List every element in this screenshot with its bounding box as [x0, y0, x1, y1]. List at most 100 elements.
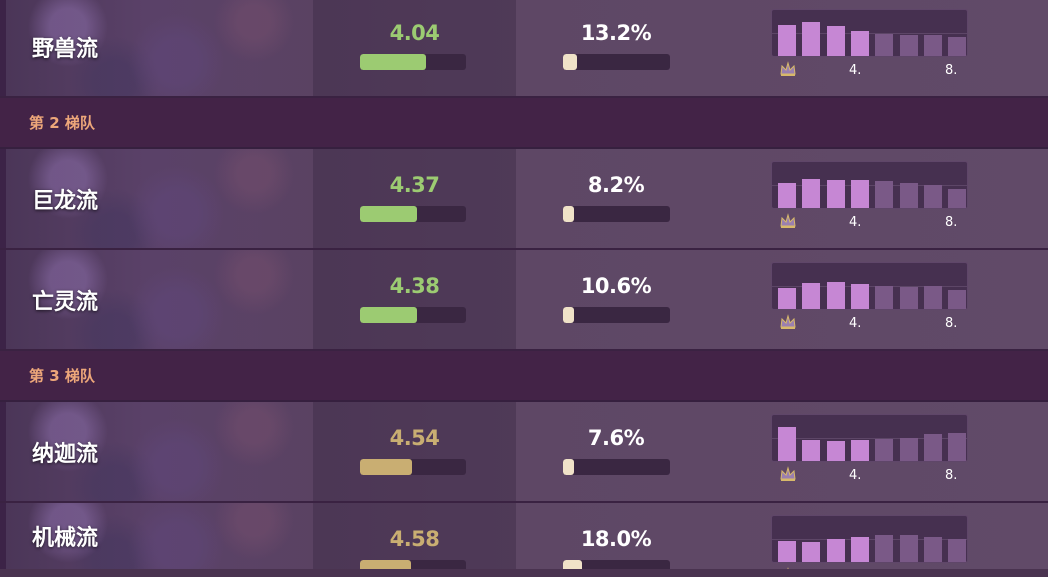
comp-name[interactable]: 野兽流: [32, 36, 99, 62]
placement-bar-6: [899, 535, 918, 562]
pick-rate-value: 13.2%: [580, 21, 652, 45]
placement-bar-8: [948, 37, 967, 56]
placement-bar-7: [923, 35, 942, 56]
placement-bar-3: [826, 441, 845, 461]
axis-tick-4: 4.: [849, 316, 862, 331]
chart-midline: [772, 539, 967, 540]
placement-bar-8: [948, 539, 967, 562]
placement-bar-3: [826, 539, 845, 562]
placement-bar-5: [875, 34, 894, 56]
placement-bar-1: [778, 427, 796, 461]
crown-icon: [787, 567, 789, 569]
placement-chart[interactable]: [771, 9, 968, 57]
row-accent: [0, 149, 6, 248]
comp-row[interactable]: 野兽流 4.04 13.2% 4. 8.: [0, 0, 1048, 98]
avg-placement-cell: 4.04: [313, 0, 516, 96]
pick-rate-value: 7.6%: [587, 426, 645, 450]
placement-bar-8: [948, 290, 967, 309]
comp-row[interactable]: 机械流 4.58 18.0% 4.8.: [0, 503, 1048, 569]
placement-axis: 4. 8.: [771, 314, 968, 334]
comp-name[interactable]: 亡灵流: [32, 289, 99, 315]
placement-bar-5: [875, 181, 894, 208]
comp-name[interactable]: 纳迦流: [32, 441, 99, 467]
row-accent: [0, 0, 6, 96]
pick-rate-fill: [563, 54, 577, 70]
placement-bar-3: [826, 26, 845, 56]
comp-artwork: [6, 402, 316, 501]
placement-bar-6: [899, 438, 918, 461]
pick-rate-value: 10.6%: [580, 274, 652, 298]
placement-bar-8: [948, 189, 967, 208]
avg-placement-bar: [360, 54, 466, 70]
placement-bar-4: [850, 537, 869, 562]
comp-artwork: [6, 0, 316, 96]
comp-artwork: [6, 149, 316, 248]
axis-tick-8: 8.: [945, 316, 958, 331]
avg-placement-value: 4.54: [389, 426, 440, 450]
crown-icon: [780, 213, 796, 228]
avg-placement-value: 4.38: [389, 274, 440, 298]
pick-rate-fill: [563, 307, 575, 323]
row-accent: [0, 402, 6, 501]
placement-chart[interactable]: [771, 262, 968, 310]
pick-rate-bar: [563, 560, 670, 569]
avg-placement-bar: [360, 206, 466, 222]
placement-bar-5: [875, 439, 894, 461]
axis-tick-8: 8.: [945, 468, 958, 483]
placement-bar-1: [778, 183, 796, 208]
avg-placement-bar: [360, 307, 466, 323]
comp-row[interactable]: 亡灵流 4.38 10.6% 4. 8.: [0, 250, 1048, 351]
avg-placement-bar: [360, 560, 466, 569]
comp-artwork: [6, 250, 316, 349]
placement-axis: 4. 8.: [771, 466, 968, 486]
avg-placement-value: 4.37: [389, 173, 440, 197]
placement-bar-7: [923, 434, 942, 461]
tier-label: 第 2 梯队: [29, 114, 95, 132]
placement-bar-2: [802, 22, 821, 56]
placement-bar-4: [850, 284, 869, 309]
placement-chart[interactable]: [771, 414, 968, 462]
placement-bar-2: [802, 542, 821, 562]
tier-header: 第 2 梯队: [0, 98, 1048, 149]
avg-placement-cell: 4.58: [313, 503, 516, 569]
axis-tick-4: 4.: [849, 215, 862, 230]
axis-tick-4: 4.: [849, 468, 862, 483]
crown-icon: [780, 61, 796, 76]
placement-bar-1: [778, 541, 796, 562]
placement-bar-3: [826, 180, 845, 208]
placement-chart[interactable]: [771, 161, 968, 209]
row-accent: [0, 250, 6, 349]
placement-axis: 4. 8.: [771, 213, 968, 233]
avg-placement-fill: [360, 206, 418, 222]
pick-rate-bar: [563, 459, 670, 475]
crown-icon: [780, 466, 796, 481]
pick-rate-value: 8.2%: [587, 173, 645, 197]
row-accent: [0, 503, 6, 569]
placement-bar-5: [875, 535, 894, 562]
avg-placement-cell: 4.54: [313, 402, 516, 501]
placement-bar-6: [899, 35, 918, 56]
chart-midline: [772, 286, 967, 287]
comp-row[interactable]: 巨龙流 4.37 8.2% 4. 8.: [0, 149, 1048, 250]
placement-bar-2: [802, 179, 821, 208]
comp-name[interactable]: 巨龙流: [32, 188, 99, 214]
comp-row[interactable]: 纳迦流 4.54 7.6% 4. 8.: [0, 402, 1048, 503]
avg-placement-value: 4.04: [389, 21, 440, 45]
placement-bar-1: [778, 288, 796, 309]
chart-midline: [772, 33, 967, 34]
avg-placement-fill: [360, 459, 412, 475]
axis-tick-4: 4.: [849, 63, 862, 78]
placement-bar-7: [923, 286, 942, 309]
placement-bar-3: [826, 282, 845, 309]
pick-rate-bar: [563, 307, 670, 323]
placement-bar-6: [899, 287, 918, 309]
pick-rate-fill: [563, 206, 574, 222]
placement-bar-2: [802, 440, 821, 461]
pick-rate-bar: [563, 206, 670, 222]
placement-axis: 4. 8.: [771, 61, 968, 81]
placement-bar-2: [802, 283, 821, 309]
comp-name[interactable]: 机械流: [32, 526, 99, 551]
crown-icon: [780, 314, 796, 329]
placement-chart[interactable]: [771, 515, 968, 563]
